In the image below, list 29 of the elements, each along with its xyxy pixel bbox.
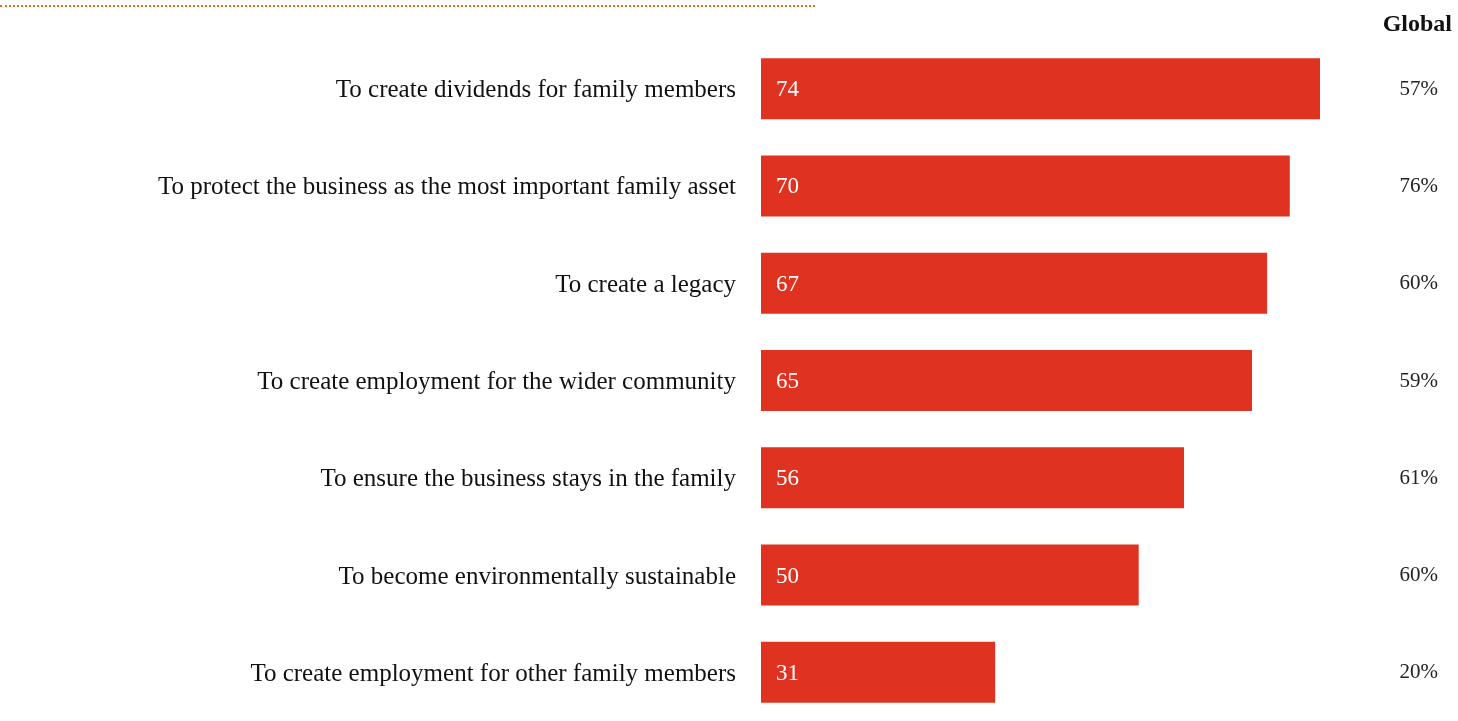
bar: [761, 58, 1320, 120]
data-label: 74: [776, 76, 800, 102]
data-label: 67: [776, 270, 799, 296]
y-tick-label: To create employment for the wider community: [257, 367, 737, 394]
bar: [761, 155, 1290, 217]
bar: [761, 544, 1139, 606]
text: 61%: [1398, 464, 1438, 490]
bar: [761, 641, 996, 703]
text: Global: [1382, 10, 1452, 37]
data-label: 31: [776, 659, 799, 685]
text: 76%: [1398, 172, 1438, 198]
y-tick-label: To become environmentally sustainable: [338, 561, 736, 589]
y-tick-label: To protect the business as the most important family asset: [157, 172, 737, 200]
y-tick-label: To ensure the business stays in the family: [320, 464, 737, 492]
text: 60%: [1398, 270, 1438, 296]
text: 20%: [1398, 659, 1438, 685]
data-label: 50: [776, 562, 799, 588]
bar: [761, 447, 1185, 509]
text: 59%: [1398, 367, 1438, 393]
bar: [761, 252, 1268, 314]
y-tick-label: To create a legacy: [555, 269, 737, 297]
text: 60%: [1398, 562, 1438, 588]
data-label: 65: [776, 368, 799, 393]
text: 57%: [1398, 75, 1438, 101]
data-label: 56: [776, 465, 799, 491]
y-tick-label: To create dividends for family members: [335, 75, 736, 103]
y-tick-label: To create employment for other family members: [250, 658, 736, 686]
bar: [761, 350, 1253, 411]
data-label: 70: [776, 173, 799, 199]
